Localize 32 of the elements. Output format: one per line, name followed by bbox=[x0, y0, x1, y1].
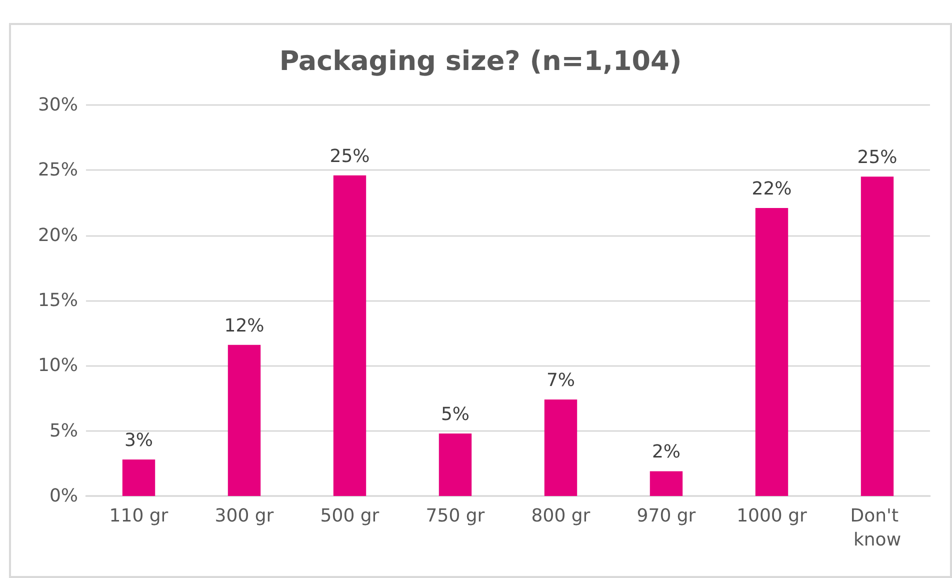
data-label: 7% bbox=[546, 370, 576, 392]
data-label: 5% bbox=[440, 404, 470, 425]
bar bbox=[755, 208, 788, 496]
y-tick-label: 25% bbox=[38, 160, 78, 181]
x-tick-label: 1000 gr bbox=[736, 506, 808, 526]
y-tick-label: 30% bbox=[38, 94, 78, 116]
bar bbox=[228, 344, 261, 496]
data-label: 25% bbox=[330, 146, 370, 167]
x-tick-label: 110 gr bbox=[109, 506, 169, 526]
bar bbox=[333, 175, 366, 496]
y-tick-label: 15% bbox=[38, 290, 78, 311]
y-tick-label: 0% bbox=[49, 486, 78, 506]
x-tick-label: 970 gr bbox=[636, 506, 696, 526]
bar bbox=[650, 471, 683, 496]
chart-title: Packaging size? (n=1,104) bbox=[279, 46, 682, 77]
bar bbox=[438, 433, 472, 496]
x-tick-label: 750 gr bbox=[426, 506, 486, 526]
y-tick-label: 20% bbox=[38, 224, 78, 246]
x-tick-label: 500 gr bbox=[320, 506, 380, 526]
data-label: 3% bbox=[124, 430, 154, 452]
bar bbox=[122, 460, 156, 496]
x-tick-label: 800 gr bbox=[531, 506, 591, 526]
data-label: 2% bbox=[652, 442, 681, 463]
data-label: 25% bbox=[857, 147, 898, 168]
y-tick-label: 10% bbox=[38, 355, 78, 376]
data-label: 12% bbox=[224, 315, 264, 336]
y-tick-label: 5% bbox=[49, 420, 78, 442]
x-tick-label: Don't know bbox=[850, 506, 904, 550]
x-tick-label: 300 gr bbox=[214, 506, 274, 526]
bar bbox=[860, 176, 894, 496]
data-label: 22% bbox=[752, 178, 792, 200]
bar bbox=[544, 400, 578, 496]
